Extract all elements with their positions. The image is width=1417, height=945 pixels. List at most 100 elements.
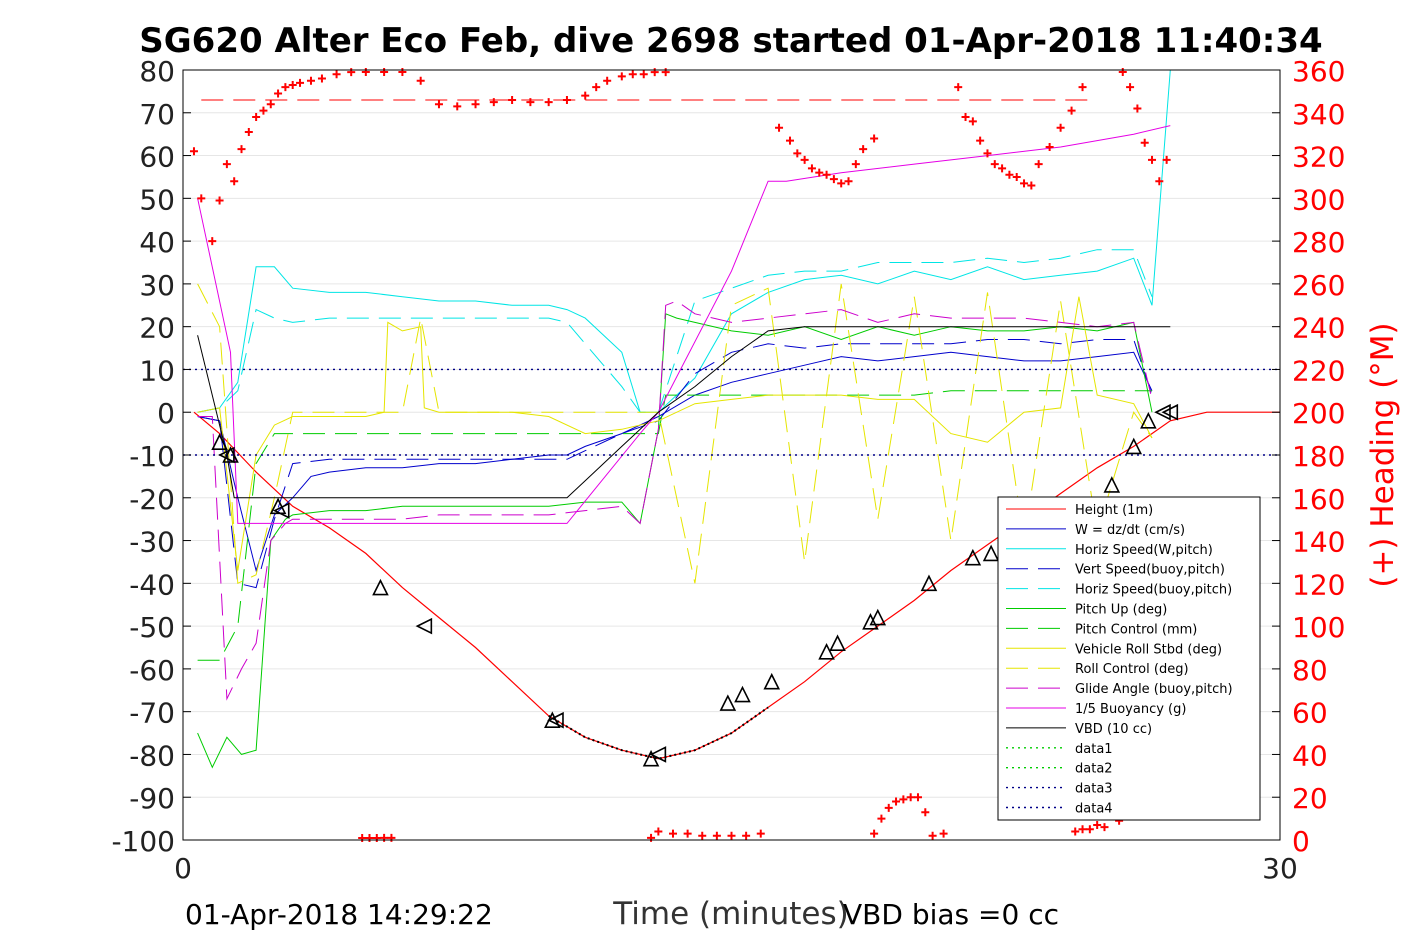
y2-tick-label: 100 xyxy=(1292,611,1345,644)
series-horiz_buoy xyxy=(197,249,1153,413)
heading-point xyxy=(939,829,948,838)
y-tick-label: -30 xyxy=(129,526,175,559)
series-pitch_ctrl xyxy=(197,390,1152,661)
heading-point xyxy=(870,829,879,838)
series-layer xyxy=(183,69,1280,769)
heading-point xyxy=(742,831,751,840)
legend-label: 1/5 Buoyancy (g) xyxy=(1075,702,1186,717)
heading-point xyxy=(1078,83,1087,92)
heading-point xyxy=(489,98,498,107)
y-tick-label: 20 xyxy=(139,312,175,345)
y-tick-label: -60 xyxy=(129,654,175,687)
legend-label: Height (1m) xyxy=(1075,503,1153,518)
heading-point xyxy=(961,113,970,122)
heading-point xyxy=(288,80,297,89)
x-axis: 0 30 xyxy=(174,832,1298,885)
heading-point xyxy=(976,136,985,145)
heading-point xyxy=(928,831,937,840)
series-glide xyxy=(197,300,1153,701)
heading-point xyxy=(1085,825,1094,834)
heading-point xyxy=(1100,823,1109,832)
heading-point xyxy=(968,117,977,126)
heading-point xyxy=(1093,821,1102,830)
heading-point xyxy=(650,68,659,77)
y-tick-label: 50 xyxy=(139,183,175,216)
marker-up xyxy=(982,544,1000,562)
heading-point xyxy=(617,72,626,81)
y-tick-label: -70 xyxy=(129,697,175,730)
y2-tick-label: 240 xyxy=(1292,312,1345,345)
y2-tick-label: 300 xyxy=(1292,183,1345,216)
heading-point xyxy=(215,196,224,205)
y-tick-label: 0 xyxy=(157,397,175,430)
heading-point xyxy=(851,160,860,169)
heading-point xyxy=(259,106,268,115)
heading-point xyxy=(398,68,407,76)
marker-up xyxy=(818,642,835,660)
heading-point xyxy=(208,237,217,246)
heading-point xyxy=(581,91,590,100)
y-tick-label: 30 xyxy=(139,269,175,302)
heading-point xyxy=(1005,170,1014,179)
x-tick-label: 0 xyxy=(174,852,192,885)
heading-point xyxy=(647,833,656,842)
heading-point xyxy=(628,70,637,79)
heading-point xyxy=(592,83,601,92)
heading-point xyxy=(844,177,853,186)
marker-down xyxy=(1154,403,1171,421)
legend-label: data2 xyxy=(1075,762,1113,777)
y2-tick-label: 20 xyxy=(1292,782,1328,815)
y-tick-label: -20 xyxy=(129,483,175,516)
y-tick-label: -50 xyxy=(129,611,175,644)
heading-point xyxy=(526,98,535,107)
heading-point xyxy=(266,100,275,109)
y2-tick-label: 220 xyxy=(1292,354,1345,387)
y2-tick-label: 280 xyxy=(1292,226,1345,259)
heading-point xyxy=(1133,104,1142,113)
marker-down xyxy=(1161,403,1179,421)
y2-tick-label: 160 xyxy=(1292,483,1345,516)
heading-point xyxy=(332,70,341,79)
y-tick-label: -10 xyxy=(129,440,175,473)
heading-point xyxy=(775,123,784,132)
heading-point xyxy=(237,145,246,154)
heading-point xyxy=(727,831,736,840)
heading-point xyxy=(1155,177,1164,186)
heading-point xyxy=(990,160,999,169)
marker-up xyxy=(829,634,846,652)
heading-point xyxy=(380,833,389,842)
heading-point xyxy=(698,831,707,840)
marker-down xyxy=(218,446,235,464)
y-tick-label: 40 xyxy=(139,226,175,259)
y2-tick-label: 340 xyxy=(1292,98,1345,131)
heading-point xyxy=(1067,106,1076,115)
heading-point xyxy=(372,834,381,842)
legend-label: Vehicle Roll Stbd (deg) xyxy=(1075,642,1222,657)
bottom-dotted-overlay xyxy=(548,706,769,760)
heading-point xyxy=(244,128,253,137)
y-axis-right-label: (+) Heading (°M) xyxy=(1365,322,1401,587)
y-tick-label: 10 xyxy=(139,354,175,387)
series-vert_buoy xyxy=(197,339,1153,589)
heading-point xyxy=(296,78,305,87)
y2-tick-label: 140 xyxy=(1292,526,1345,559)
heading-point xyxy=(877,814,886,823)
heading-point xyxy=(1012,172,1021,181)
heading-point xyxy=(921,808,930,817)
y2-tick-label: 0 xyxy=(1292,825,1310,858)
legend-label: Glide Angle (buoy,pitch) xyxy=(1075,682,1233,697)
legend-label: data1 xyxy=(1075,742,1113,757)
y2-tick-label: 180 xyxy=(1292,440,1345,473)
heading-point xyxy=(230,177,239,186)
marker-down xyxy=(547,711,564,729)
y2-tick-label: 80 xyxy=(1292,654,1328,687)
heading-point xyxy=(998,164,1007,173)
heading-layer xyxy=(189,68,1171,842)
heading-point xyxy=(639,70,648,79)
heading-point xyxy=(884,803,893,812)
heading-point xyxy=(416,76,425,85)
marker-up xyxy=(642,749,660,767)
heading-point xyxy=(906,793,915,802)
heading-point xyxy=(361,68,370,76)
footer-timestamp: 01-Apr-2018 14:29:22 xyxy=(185,898,493,931)
